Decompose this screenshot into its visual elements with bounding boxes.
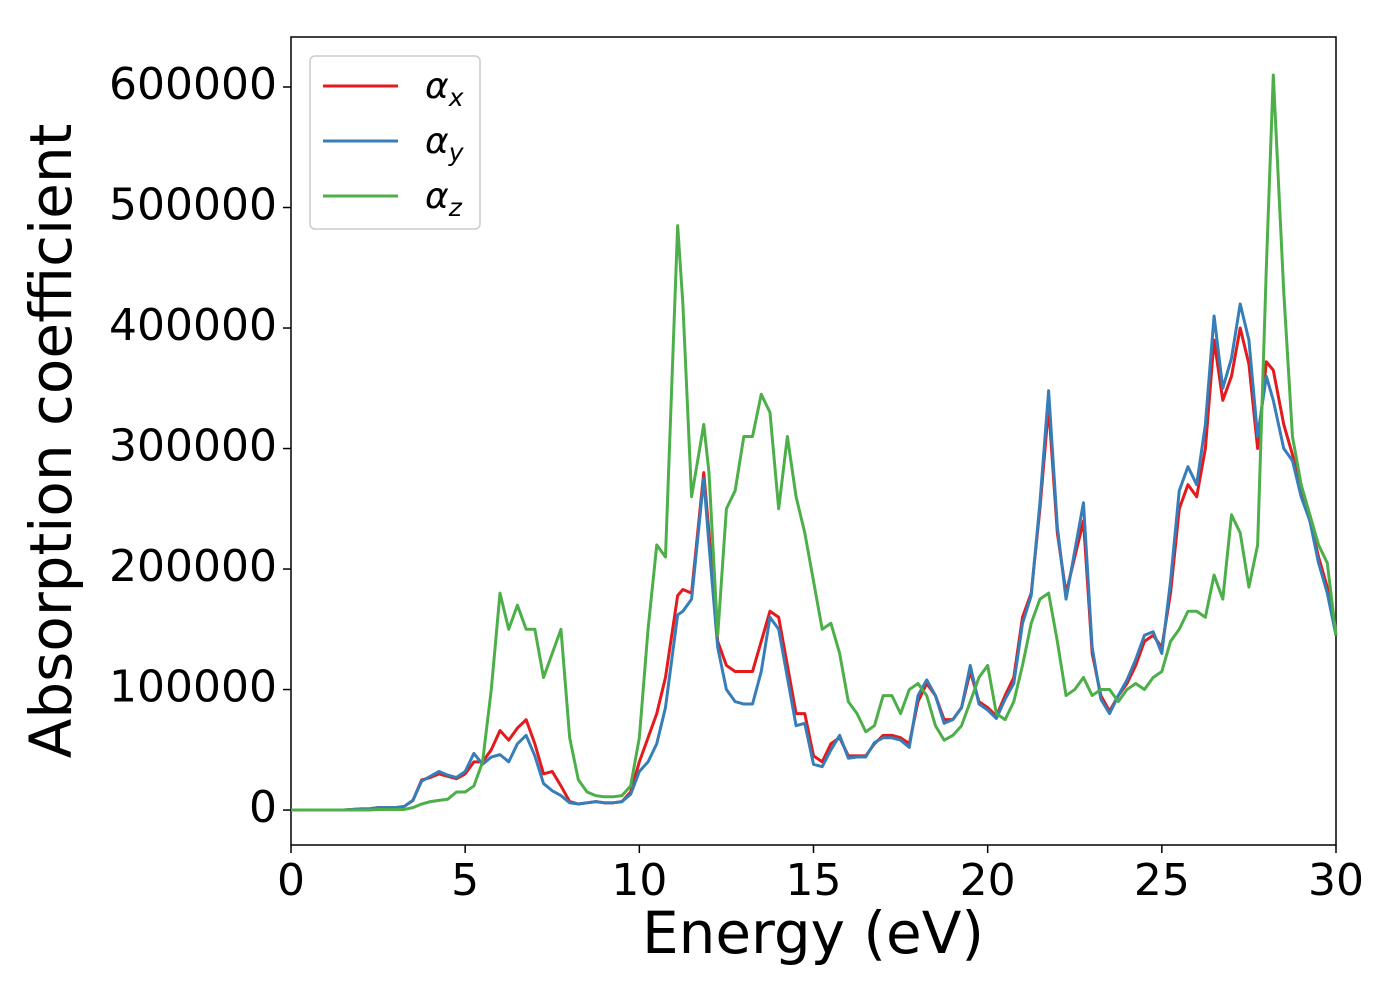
y-tick-label: 300000 — [109, 421, 277, 472]
y-tick-label: 0 — [249, 782, 277, 833]
y-tick-label: 100000 — [109, 662, 277, 713]
legend-label: αy — [425, 121, 465, 167]
x-tick-label: 30 — [1308, 855, 1364, 906]
x-tick-label: 5 — [451, 855, 479, 906]
y-axis-label: Absorption coefficient — [17, 124, 85, 759]
x-axis-label: Energy (eV) — [642, 899, 984, 967]
legend: αx αy αz — [309, 55, 481, 230]
series-line — [291, 73, 1338, 812]
lines — [291, 73, 1338, 812]
y-tick-label: 400000 — [109, 300, 277, 351]
series-line — [291, 302, 1338, 812]
x-tick-label: 20 — [960, 855, 1016, 906]
legend-label: αx — [425, 66, 464, 112]
legend-label: αz — [425, 176, 463, 222]
y-tick-label: 200000 — [109, 541, 277, 592]
series-line — [291, 326, 1338, 812]
x-tick-label: 0 — [277, 855, 305, 906]
y-tick-label: 500000 — [109, 180, 277, 231]
x-tick-label: 15 — [786, 855, 842, 906]
x-tick-label: 25 — [1134, 855, 1190, 906]
y-tick-label: 600000 — [109, 59, 277, 110]
x-tick-label: 10 — [611, 855, 667, 906]
